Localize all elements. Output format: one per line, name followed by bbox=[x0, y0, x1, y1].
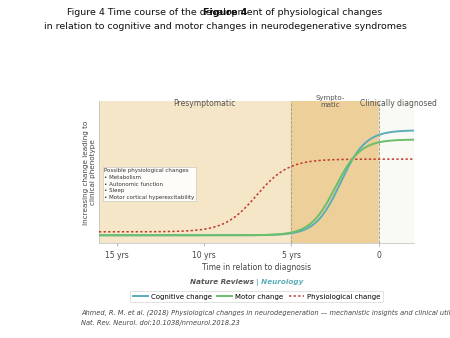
Text: Figure 4: Figure 4 bbox=[203, 8, 247, 18]
Text: Figure 4 Time course of the development of physiological changes: Figure 4 Time course of the development … bbox=[68, 8, 382, 18]
Text: | Neurology: | Neurology bbox=[256, 279, 303, 286]
Text: Sympto-
matic: Sympto- matic bbox=[315, 95, 345, 108]
Text: Nature Reviews: Nature Reviews bbox=[190, 279, 254, 285]
X-axis label: Time in relation to diagnosis: Time in relation to diagnosis bbox=[202, 263, 311, 272]
Text: in relation to cognitive and motor changes in neurodegenerative syndromes: in relation to cognitive and motor chang… bbox=[44, 22, 406, 31]
Text: Presymptomatic: Presymptomatic bbox=[173, 99, 235, 108]
Bar bbox=[292, 101, 379, 243]
Y-axis label: Increasing change leading to
clinical phenotype: Increasing change leading to clinical ph… bbox=[83, 120, 96, 224]
Text: Nat. Rev. Neurol. doi:10.1038/nrneurol.2018.23: Nat. Rev. Neurol. doi:10.1038/nrneurol.2… bbox=[81, 319, 240, 325]
Text: Possible physiological changes
• Metabolism
• Autonomic function
• Sleep
• Motor: Possible physiological changes • Metabol… bbox=[104, 168, 194, 200]
Legend: Cognitive change, Motor change, Physiological change: Cognitive change, Motor change, Physiolo… bbox=[130, 291, 383, 303]
Bar bbox=[99, 101, 292, 243]
Bar bbox=[379, 101, 414, 243]
Text: Ahmed, R. M. et al. (2018) Physiological changes in neurodegeneration — mechanis: Ahmed, R. M. et al. (2018) Physiological… bbox=[81, 309, 450, 316]
Text: Clinically diagnosed: Clinically diagnosed bbox=[360, 99, 436, 108]
